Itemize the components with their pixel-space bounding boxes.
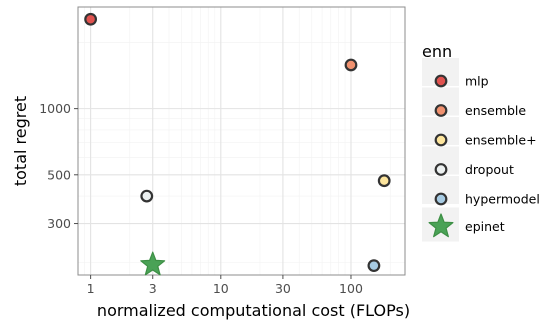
data-point-dropout [140, 189, 154, 203]
legend-key-ensemble [434, 104, 448, 117]
x-axis-title: normalized computational cost (FLOPs) [97, 301, 410, 320]
y-tick-label: 500 [47, 167, 71, 182]
legend-label-dropout: dropout [465, 162, 514, 177]
legend-label-hypermodel: hypermodel [465, 192, 540, 207]
legend-label-mlp: mlp [465, 74, 489, 89]
legend-key-mlp [434, 74, 448, 88]
y-axis-title: total regret [11, 96, 30, 186]
legend-label-epinet: epinet [465, 219, 505, 234]
legend-label-ensemble-plus: ensemble+ [465, 133, 537, 148]
y-tick-label: 300 [47, 216, 71, 231]
x-tick-label: 3 [149, 281, 157, 296]
x-tick-label: 1 [87, 281, 95, 296]
data-point-mlp [84, 12, 98, 26]
data-point-ensemble [344, 58, 358, 72]
data-point-epinet [140, 251, 166, 276]
x-tick-label: 10 [213, 281, 229, 296]
y-tick-label: 1000 [39, 101, 71, 116]
legend-label-ensemble: ensemble [465, 103, 526, 118]
x-tick-label: 100 [339, 281, 363, 296]
x-tick-label: 30 [275, 281, 291, 296]
legend-key-dropout [434, 163, 448, 176]
data-point-hypermodel [367, 259, 381, 273]
legend-key-epinet [428, 213, 454, 238]
legend-key-hypermodel [434, 192, 448, 206]
panel-border [77, 6, 406, 276]
legend-key-ensemble-plus [434, 133, 448, 147]
plot-panel [78, 7, 405, 275]
legend-title: enn [422, 42, 452, 61]
data-point-ensemble-plus [377, 174, 391, 188]
